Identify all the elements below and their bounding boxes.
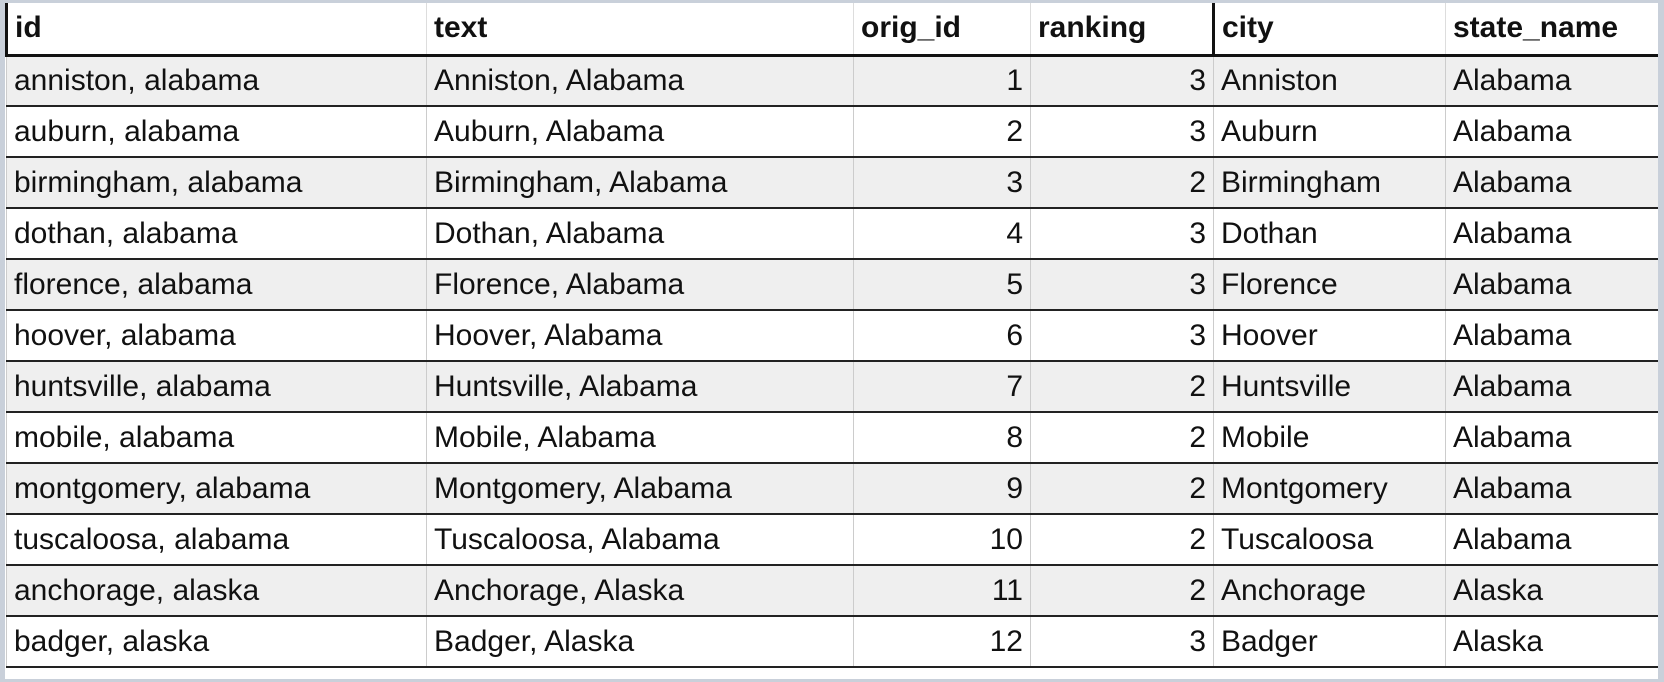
table-cell: 10 bbox=[853, 514, 1031, 566]
table-cell: 2 bbox=[1030, 514, 1214, 566]
table-cell: 5 bbox=[853, 259, 1031, 311]
table-cell: 2 bbox=[1030, 463, 1214, 515]
table-cell: 2 bbox=[1030, 361, 1214, 413]
header-row: id text orig_id ranking city state_name bbox=[5, 3, 1658, 57]
table-cell: mobile, alabama bbox=[6, 412, 427, 464]
table-cell: florence, alabama bbox=[6, 259, 427, 311]
table-cell: Tuscaloosa bbox=[1213, 514, 1446, 566]
table-cell: Badger bbox=[1213, 616, 1446, 668]
table-row: badger, alaska Badger, Alaska 12 3 Badger Ala… bbox=[6, 616, 1658, 668]
column-header: state_name bbox=[1445, 3, 1658, 57]
table-cell: Alaska bbox=[1445, 565, 1658, 617]
column-header: text bbox=[426, 3, 854, 57]
table-cell: 2 bbox=[1030, 565, 1214, 617]
table-cell: 3 bbox=[1030, 616, 1214, 668]
table-cell: Hoover bbox=[1213, 310, 1446, 362]
table-cell: 1 bbox=[853, 55, 1031, 107]
table-cell: Auburn bbox=[1213, 106, 1446, 158]
column-header: city bbox=[1213, 3, 1446, 57]
table-cell: 2 bbox=[1030, 412, 1214, 464]
table-cell: 8 bbox=[853, 412, 1031, 464]
table-cell: Alabama bbox=[1445, 106, 1658, 158]
table-cell: 3 bbox=[1030, 259, 1214, 311]
table-cell: Florence bbox=[1213, 259, 1446, 311]
table-cell: Montgomery, Alabama bbox=[426, 463, 854, 515]
table-row: anniston, alabama Anniston, Alabama 1 3 Anni… bbox=[6, 55, 1658, 107]
data-table: id text orig_id ranking city state_name annis… bbox=[5, 3, 1658, 668]
table-row: florence, alabama Florence, Alabama 5 3 Flor… bbox=[6, 259, 1658, 311]
table-row: mobile, alabama Mobile, Alabama 8 2 Mobile Al… bbox=[6, 412, 1658, 464]
table-row: birmingham, alabama Birmingham, Alabama 3 2… bbox=[6, 157, 1658, 209]
column-header: orig_id bbox=[853, 3, 1031, 57]
table-cell: hoover, alabama bbox=[6, 310, 427, 362]
table-row: anchorage, alaska Anchorage, Alaska 11 2 Anc… bbox=[6, 565, 1658, 617]
table-cell: 3 bbox=[1030, 310, 1214, 362]
table-cell: 2 bbox=[853, 106, 1031, 158]
table-cell: Montgomery bbox=[1213, 463, 1446, 515]
table-cell: badger, alaska bbox=[6, 616, 427, 668]
table-cell: Badger, Alaska bbox=[426, 616, 854, 668]
table-cell: Alabama bbox=[1445, 514, 1658, 566]
table-cell: 3 bbox=[1030, 55, 1214, 107]
table-row: auburn, alabama Auburn, Alabama 2 3 Auburn Al… bbox=[6, 106, 1658, 158]
table-cell: Alabama bbox=[1445, 259, 1658, 311]
table-cell: Alabama bbox=[1445, 463, 1658, 515]
table-cell: Alabama bbox=[1445, 412, 1658, 464]
table-cell: 3 bbox=[1030, 106, 1214, 158]
table-cell: Alabama bbox=[1445, 361, 1658, 413]
table-cell: 7 bbox=[853, 361, 1031, 413]
table-cell: Dothan bbox=[1213, 208, 1446, 260]
column-header: ranking bbox=[1030, 3, 1215, 57]
table-cell: anchorage, alaska bbox=[6, 565, 427, 617]
table-cell: 11 bbox=[853, 565, 1031, 617]
table-cell: Tuscaloosa, Alabama bbox=[426, 514, 854, 566]
table-cell: Mobile, Alabama bbox=[426, 412, 854, 464]
table-cell: Birmingham bbox=[1213, 157, 1446, 209]
column-header: id bbox=[5, 3, 427, 57]
table-cell: Huntsville bbox=[1213, 361, 1446, 413]
table-cell: Birmingham, Alabama bbox=[426, 157, 854, 209]
table-cell: 3 bbox=[853, 157, 1031, 209]
table-cell: tuscaloosa, alabama bbox=[6, 514, 427, 566]
table-cell: Alabama bbox=[1445, 208, 1658, 260]
table-cell: Anchorage bbox=[1213, 565, 1446, 617]
table-row: tuscaloosa, alabama Tuscaloosa, Alabama 10… bbox=[6, 514, 1658, 566]
table-cell: Anniston, Alabama bbox=[426, 55, 854, 107]
table-cell: Florence, Alabama bbox=[426, 259, 854, 311]
table-cell: 9 bbox=[853, 463, 1031, 515]
spreadsheet: id text orig_id ranking city state_name annis… bbox=[5, 3, 1658, 679]
table-cell: Anchorage, Alaska bbox=[426, 565, 854, 617]
table-cell: huntsville, alabama bbox=[6, 361, 427, 413]
table-cell: Hoover, Alabama bbox=[426, 310, 854, 362]
table-cell: Dothan, Alabama bbox=[426, 208, 854, 260]
table-cell: 3 bbox=[1030, 208, 1214, 260]
table-row: montgomery, alabama Montgomery, Alabama 9 2… bbox=[6, 463, 1658, 515]
table-cell: 2 bbox=[1030, 157, 1214, 209]
table-cell: 12 bbox=[853, 616, 1031, 668]
table-row: huntsville, alabama Huntsville, Alabama 7 2… bbox=[6, 361, 1658, 413]
table-cell: Alabama bbox=[1445, 310, 1658, 362]
table-cell: montgomery, alabama bbox=[6, 463, 427, 515]
table-cell: dothan, alabama bbox=[6, 208, 427, 260]
table-cell: Alabama bbox=[1445, 157, 1658, 209]
table-body: anniston, alabama Anniston, Alabama 1 3 Anni… bbox=[6, 55, 1658, 668]
table-cell: 4 bbox=[853, 208, 1031, 260]
table-cell: Auburn, Alabama bbox=[426, 106, 854, 158]
table-row: hoover, alabama Hoover, Alabama 6 3 Hoover Al… bbox=[6, 310, 1658, 362]
table-cell: Anniston bbox=[1213, 55, 1446, 107]
table-cell: Alaska bbox=[1445, 616, 1658, 668]
table-cell: Mobile bbox=[1213, 412, 1446, 464]
table-cell: auburn, alabama bbox=[6, 106, 427, 158]
table-header: id text orig_id ranking city state_name bbox=[5, 3, 1658, 57]
table-cell: Huntsville, Alabama bbox=[426, 361, 854, 413]
table-cell: anniston, alabama bbox=[6, 55, 427, 107]
table-cell: birmingham, alabama bbox=[6, 157, 427, 209]
table-row: dothan, alabama Dothan, Alabama 4 3 Dothan Al… bbox=[6, 208, 1658, 260]
table-cell: Alabama bbox=[1445, 55, 1658, 107]
table-cell: 6 bbox=[853, 310, 1031, 362]
